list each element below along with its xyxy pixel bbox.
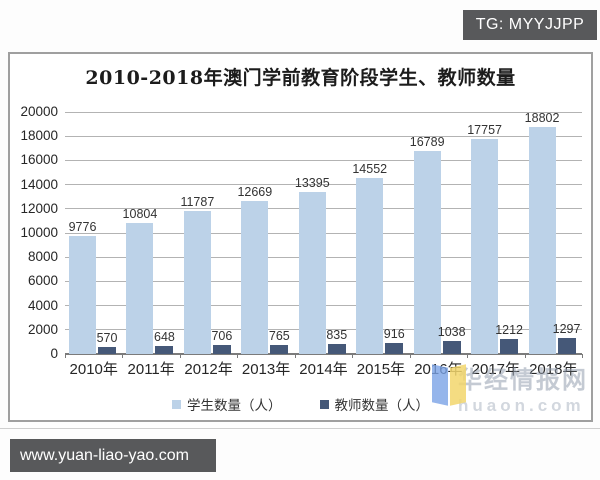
teacher-value-label: 916 xyxy=(383,326,405,341)
bar-student xyxy=(471,139,499,354)
axis-tick xyxy=(294,354,296,358)
gridline xyxy=(65,184,582,186)
student-value-label: 18802 xyxy=(524,110,560,125)
axis-tick xyxy=(409,354,411,358)
tg-badge: TG: MYYJJPP xyxy=(463,10,597,40)
bar-student xyxy=(126,223,154,354)
x-tick-label: 2014年 xyxy=(299,361,348,378)
axis-tick xyxy=(179,354,181,358)
x-axis-line xyxy=(65,353,582,355)
student-value-label: 9776 xyxy=(68,219,97,234)
axis-tick xyxy=(65,354,66,358)
bar-teacher xyxy=(442,341,461,354)
y-tick-label: 18000 xyxy=(20,128,58,144)
teacher-value-label: 1038 xyxy=(437,325,466,340)
x-tick-label: 2015年 xyxy=(356,361,406,378)
bar-teacher xyxy=(500,339,519,354)
student-value-label: 14552 xyxy=(352,161,388,176)
teacher-value-label: 765 xyxy=(268,328,290,343)
y-tick-label: 20000 xyxy=(20,104,58,119)
gridline xyxy=(65,135,582,137)
teacher-value-label: 570 xyxy=(96,331,118,346)
axis-tick xyxy=(467,354,469,358)
bar-teacher xyxy=(212,345,231,354)
axis-tick xyxy=(237,354,239,358)
teacher-value-label: 648 xyxy=(154,330,175,345)
bar-teacher xyxy=(98,347,116,354)
x-tick-label: 2017年 xyxy=(471,361,521,378)
y-tick-label: 14000 xyxy=(20,176,58,192)
y-tick-label: 0 xyxy=(50,346,58,361)
y-tick-label: 12000 xyxy=(20,200,58,216)
x-tick-label: 2011年 xyxy=(127,361,175,378)
student-value-label: 10804 xyxy=(122,207,158,222)
x-tick-label: 2013年 xyxy=(241,361,291,378)
bar-teacher xyxy=(385,342,404,354)
axis-tick xyxy=(352,354,354,358)
legend: 学生数量（人） 教师数量（人） xyxy=(10,394,591,414)
bar-student xyxy=(241,200,269,354)
website-bar: www.yuan-liao-yao.com xyxy=(10,439,216,472)
bar-student xyxy=(298,191,326,354)
y-tick-label: 4000 xyxy=(27,297,58,313)
y-tick-label: 2000 xyxy=(27,321,58,337)
legend-item: 教师数量（人） xyxy=(319,394,430,414)
legend-item: 学生数量（人） xyxy=(172,394,282,414)
legend-label: 学生数量（人） xyxy=(187,398,282,413)
y-tick-label: 10000 xyxy=(20,225,58,240)
legend-marker xyxy=(172,399,181,409)
bar-student xyxy=(356,177,384,354)
x-tick-label: 2018年 xyxy=(529,361,578,378)
plot-area: 9776 570 10804 648 11787 706 12669 765 13395 835 1… xyxy=(65,110,583,358)
y-tick-label: 6000 xyxy=(27,273,58,289)
student-value-label: 13395 xyxy=(294,175,330,190)
x-tick-label: 2010年 xyxy=(69,361,118,378)
student-value-label: 17757 xyxy=(467,123,502,138)
axis-tick xyxy=(122,354,124,358)
bar-student xyxy=(183,211,211,354)
bar-teacher xyxy=(155,346,174,354)
legend-marker xyxy=(319,399,329,409)
gridline xyxy=(65,159,582,161)
bar-teacher xyxy=(557,338,576,354)
axis-tick xyxy=(582,354,583,358)
student-value-label: 12669 xyxy=(237,184,273,199)
bar-student xyxy=(413,150,441,354)
teacher-value-label: 1297 xyxy=(552,322,581,337)
y-axis-labels: 0 2000 4000 6000 8000 10000 12000 14000 16000 180… xyxy=(10,54,60,420)
x-tick-label: 2012年 xyxy=(184,361,233,378)
bar-student xyxy=(69,235,96,354)
x-tick-label: 2016年 xyxy=(414,361,463,378)
y-tick-label: 16000 xyxy=(20,152,58,168)
student-value-label: 16789 xyxy=(409,134,445,149)
teacher-value-label: 706 xyxy=(211,329,233,344)
teacher-value-label: 1212 xyxy=(495,323,524,338)
y-tick-label: 8000 xyxy=(27,249,58,265)
bar-student xyxy=(528,126,556,354)
axis-tick xyxy=(524,354,526,358)
chart-title: 2010-2018年澳门学前教育阶段学生、教师数量 xyxy=(85,67,516,89)
teacher-value-label: 835 xyxy=(326,327,348,342)
chart-panel: 2010-2018年澳门学前教育阶段学生、教师数量 0 2000 4000 6000 8… xyxy=(8,52,593,422)
bar-teacher xyxy=(270,344,289,354)
legend-label: 教师数量（人） xyxy=(334,398,430,413)
x-axis-labels: 2010年 2011年 2012年 2013年 2014年 2015年 2016年 2017年… xyxy=(65,358,582,380)
bar-teacher xyxy=(327,343,346,354)
gridline xyxy=(65,111,582,113)
bottom-divider xyxy=(0,428,600,429)
student-value-label: 11787 xyxy=(180,195,215,210)
